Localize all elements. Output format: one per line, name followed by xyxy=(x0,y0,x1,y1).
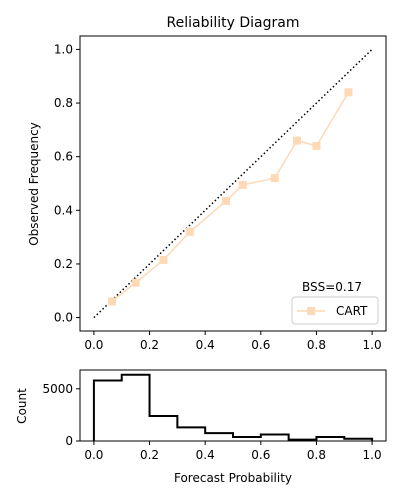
x-tick-label: 0.8 xyxy=(307,448,326,462)
legend: CART xyxy=(291,296,379,325)
x-axis-label: Forecast Probability xyxy=(174,471,292,485)
perfect-reliability-line xyxy=(93,48,373,319)
y-tick-label: 0.2 xyxy=(54,257,73,271)
histogram-outline xyxy=(92,373,374,441)
histogram-bin xyxy=(94,380,122,441)
histogram-bin xyxy=(205,433,233,441)
x-tick-label: 0.4 xyxy=(196,448,215,462)
x-tick-label: 0.2 xyxy=(140,338,159,352)
data-point xyxy=(107,297,116,306)
x-tick-label: 0.6 xyxy=(251,448,270,462)
y-tick-label: 0.6 xyxy=(54,150,73,164)
x-tick-label: 1.0 xyxy=(363,338,382,352)
y-tick-label: 0 xyxy=(65,434,73,448)
x-tick-label: 0.8 xyxy=(307,338,326,352)
x-tick-label: 0.0 xyxy=(84,448,103,462)
x-tick-label: 0.6 xyxy=(251,338,270,352)
reliability-panel: Reliability Diagram Observed Frequency 0… xyxy=(27,15,387,352)
histogram-y-axis-label: Count xyxy=(15,388,29,424)
data-point xyxy=(185,227,194,236)
histogram-bin xyxy=(150,416,178,441)
chart-title: Reliability Diagram xyxy=(167,15,300,31)
data-point xyxy=(312,141,321,150)
y-tick-label: 0.0 xyxy=(54,311,73,325)
histogram-bin xyxy=(122,375,150,441)
x-tick-label: 0.0 xyxy=(84,338,103,352)
data-point xyxy=(292,136,301,145)
y-tick-label: 1.0 xyxy=(54,42,73,56)
histogram-panel: Count Forecast Probability 0.0 0.2 0.4 0.6 0… xyxy=(15,369,387,485)
data-point xyxy=(131,278,140,287)
top-axes-frame xyxy=(79,35,387,332)
legend-label-cart: CART xyxy=(336,304,368,318)
x-tick-label: 0.2 xyxy=(140,448,159,462)
histogram-bin xyxy=(177,427,205,441)
series-line-cart xyxy=(111,91,350,303)
data-point xyxy=(270,174,279,183)
y-tick-label: 5000 xyxy=(42,382,73,396)
x-tick-label: 0.4 xyxy=(196,338,215,352)
x-tick-label: 1.0 xyxy=(363,448,382,462)
histogram-bin xyxy=(316,437,344,441)
y-tick-label: 0.8 xyxy=(54,96,73,110)
legend-box xyxy=(291,296,379,325)
legend-marker xyxy=(307,307,315,315)
histogram-bin xyxy=(261,435,289,441)
data-point xyxy=(238,180,247,189)
data-point xyxy=(222,196,231,205)
histogram-bin xyxy=(233,437,261,441)
y-axis-label: Observed Frequency xyxy=(27,122,41,246)
bottom-axes-frame xyxy=(79,369,387,442)
y-tick-label: 0.4 xyxy=(54,203,73,217)
data-point xyxy=(159,255,168,264)
bss-annotation: BSS=0.17 xyxy=(302,280,362,294)
data-point xyxy=(344,88,353,97)
